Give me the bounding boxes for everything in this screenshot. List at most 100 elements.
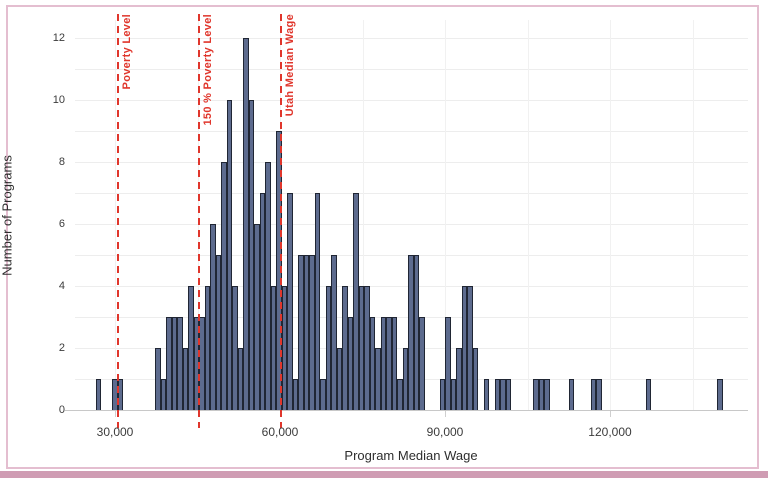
histogram-bar — [494, 379, 500, 410]
histogram-bar — [243, 38, 249, 410]
reference-line-utah-median-wage — [280, 14, 283, 428]
histogram-bar — [199, 317, 205, 410]
histogram-bar — [408, 255, 414, 410]
histogram-bar — [450, 379, 456, 410]
gridline-horizontal — [75, 38, 748, 39]
histogram-bar — [298, 255, 304, 410]
histogram-bar — [391, 317, 398, 410]
histogram-bar — [215, 255, 222, 410]
histogram-bar — [369, 317, 376, 410]
histogram-bar — [456, 348, 462, 410]
x-axis-tick — [115, 411, 116, 417]
histogram-bar — [182, 348, 189, 410]
histogram-bar — [568, 379, 575, 410]
gridline-vertical — [610, 20, 611, 410]
histogram-bar — [544, 379, 550, 410]
histogram-bar — [309, 255, 315, 410]
histogram-bar — [467, 286, 473, 410]
reference-line-150-poverty-level — [197, 14, 200, 428]
histogram-bar — [287, 193, 293, 410]
gridline-horizontal — [75, 69, 748, 70]
reference-line-label-utah-median-wage: Utah Median Wage — [284, 14, 297, 117]
histogram-bar — [237, 348, 244, 410]
reference-line-label-150-poverty-level: 150 % Poverty Level — [201, 14, 214, 126]
gridline-vertical — [115, 20, 116, 410]
histogram-bar — [717, 379, 723, 410]
x-tick-label: 30,000 — [96, 425, 134, 439]
histogram-bar — [402, 348, 409, 410]
histogram-bar — [439, 379, 445, 410]
x-axis-title: Program Median Wage — [344, 448, 478, 463]
x-tick-label: 60,000 — [261, 425, 299, 439]
x-tick-label: 120,000 — [588, 425, 632, 439]
histogram-bar — [281, 286, 288, 410]
histogram-bar — [500, 379, 506, 410]
histogram-bar — [419, 317, 425, 410]
gridline-horizontal — [75, 224, 748, 225]
histogram-bar — [254, 224, 260, 410]
gridline-vertical — [445, 20, 446, 410]
gridline-vertical — [362, 20, 364, 410]
histogram-bar — [342, 286, 348, 410]
reference-line-poverty-level — [116, 14, 119, 428]
histogram-bar — [314, 193, 321, 410]
histogram-bar — [155, 348, 161, 410]
histogram-bar — [188, 286, 194, 410]
histogram-bar — [221, 162, 227, 410]
histogram-bar — [533, 379, 539, 410]
histogram-bar — [375, 348, 381, 410]
y-tick-label: 8 — [58, 156, 65, 168]
histogram-bar — [472, 348, 478, 410]
histogram-bar — [353, 193, 359, 410]
gridline-horizontal — [75, 131, 748, 132]
histogram-bar — [204, 286, 211, 410]
histogram-bar — [95, 379, 102, 410]
gridline-horizontal — [75, 162, 748, 163]
histogram-bar — [331, 255, 337, 410]
histogram-bar — [325, 286, 332, 410]
histogram-bar — [386, 317, 392, 410]
histogram-bar — [259, 193, 266, 410]
histogram-bar — [483, 379, 489, 410]
histogram-bar — [210, 224, 216, 410]
histogram-bar — [445, 317, 451, 410]
histogram-bar — [358, 286, 365, 410]
histogram-bar — [645, 379, 652, 410]
histogram-bar — [397, 379, 403, 410]
reference-line-label-poverty-level: Poverty Level — [120, 14, 133, 90]
histogram-bar — [226, 100, 233, 410]
bottom-accent-bar — [0, 471, 768, 478]
histogram-bar — [292, 379, 299, 410]
histogram-bar — [160, 379, 167, 410]
histogram-bar — [596, 379, 602, 410]
histogram-bar — [347, 317, 354, 410]
y-tick-label: 6 — [58, 218, 65, 230]
histogram-bar — [166, 317, 172, 410]
x-axis-tick — [445, 411, 446, 417]
y-tick-label: 10 — [52, 94, 65, 106]
histogram-bar — [461, 286, 467, 410]
histogram-bar — [177, 317, 183, 410]
y-tick-label: 0 — [58, 404, 65, 416]
gridline-vertical — [692, 20, 694, 410]
x-axis-line — [65, 410, 748, 411]
gridline-vertical — [527, 20, 529, 410]
histogram-bar — [248, 100, 255, 410]
histogram-bar — [303, 255, 310, 410]
histogram-bar — [270, 286, 277, 410]
y-tick-label: 2 — [58, 342, 65, 354]
gridline-horizontal — [75, 100, 748, 101]
gridline-horizontal — [75, 193, 748, 194]
histogram-bar — [265, 162, 271, 410]
histogram-bar — [538, 379, 544, 410]
histogram-bar — [590, 379, 597, 410]
histogram-bar — [364, 286, 370, 410]
y-tick-label: 12 — [52, 32, 65, 44]
x-axis-tick — [610, 411, 611, 417]
histogram-bar — [413, 255, 420, 410]
y-tick-label: 4 — [58, 280, 65, 292]
histogram-bar — [380, 317, 387, 410]
histogram-bar — [320, 379, 326, 410]
